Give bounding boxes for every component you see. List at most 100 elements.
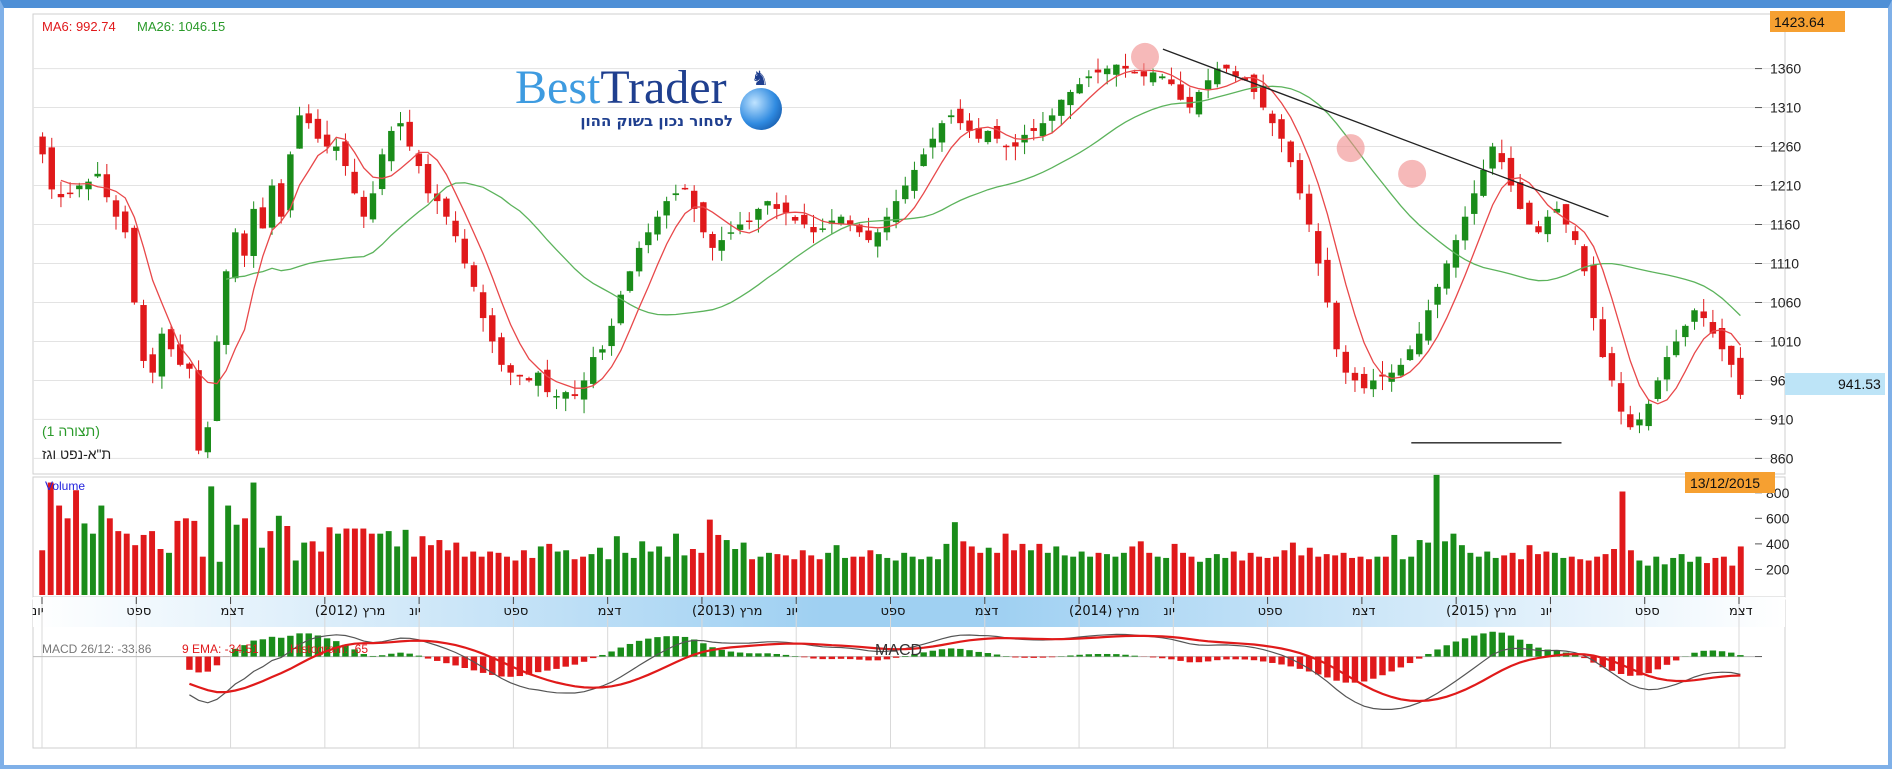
macd-histogram-bar <box>443 656 450 664</box>
candle-up <box>635 247 643 272</box>
macd-histogram-bar <box>470 656 478 671</box>
volume-bar <box>723 540 730 595</box>
candle-down <box>1627 414 1634 428</box>
volume-bar <box>1602 554 1609 595</box>
candle-up <box>369 193 377 220</box>
volume-bar <box>1332 555 1339 595</box>
volume-bar <box>1180 552 1186 595</box>
candle-down <box>1241 77 1249 81</box>
macd-histogram-bar <box>525 656 533 675</box>
volume-bar <box>208 486 215 595</box>
candle-up <box>1691 310 1698 322</box>
candle-down <box>241 233 248 256</box>
macd-histogram-bar <box>755 653 762 657</box>
date-tick-label: דצמ <box>1352 604 1376 619</box>
date-tick-label: ספט <box>1258 604 1283 619</box>
macd-histogram-bar <box>534 656 542 673</box>
candle-down <box>1351 372 1359 381</box>
volume-bar <box>546 543 553 595</box>
macd-histogram-bar <box>1553 650 1561 657</box>
candle-down <box>690 190 698 209</box>
candle-up <box>654 216 661 235</box>
macd-histogram-bar <box>323 638 331 657</box>
macd-histogram-bar <box>259 639 267 657</box>
macd-histogram-bar <box>635 640 643 657</box>
macd-histogram-bar <box>498 656 505 677</box>
volume-bar <box>258 547 265 595</box>
volume-bar <box>250 482 257 595</box>
candle-up <box>718 240 725 251</box>
candle-down <box>1012 142 1019 147</box>
macd-histogram-bar <box>1581 656 1588 659</box>
candle-up <box>562 392 569 399</box>
candle-up <box>222 271 230 345</box>
macd-histogram-bar <box>819 656 826 660</box>
volume-bar <box>1594 556 1601 595</box>
volume-bar <box>1298 555 1305 595</box>
candle-down <box>1572 231 1579 241</box>
macd-histogram-bar <box>1691 652 1698 657</box>
candle-down <box>810 226 817 233</box>
candle-down <box>434 193 441 202</box>
macd-histogram-bar <box>1278 656 1285 665</box>
volume-bar <box>630 557 637 595</box>
macd-histogram-bar <box>406 653 413 657</box>
candle-up <box>1076 84 1083 94</box>
candle-up <box>1663 357 1671 380</box>
candle-up <box>76 185 83 190</box>
macd-histogram-bar <box>571 656 579 665</box>
candle-up <box>617 294 624 324</box>
candle-down <box>1333 302 1340 350</box>
price-layer <box>39 42 1744 459</box>
candle-up <box>626 271 634 291</box>
volume-bar <box>1053 546 1060 595</box>
volume-bar <box>664 556 671 595</box>
volume-bar <box>81 523 88 595</box>
candle-down <box>342 141 349 167</box>
volume-bar <box>216 561 223 595</box>
candle-down <box>1535 226 1542 233</box>
macd-histogram-bar <box>1728 652 1735 657</box>
macd-histogram-bar <box>856 656 863 660</box>
macd-histogram-bar <box>1195 656 1203 663</box>
candle-down <box>1608 353 1616 381</box>
candle-down <box>277 183 285 217</box>
candle-up <box>1204 80 1212 90</box>
candle-up <box>837 216 845 225</box>
candle-down <box>801 214 808 225</box>
candle-down <box>424 163 432 194</box>
volume-bar <box>1560 557 1567 595</box>
macd-histogram-bar <box>1379 656 1386 676</box>
macd-histogram-bar <box>599 654 606 657</box>
candle-down <box>957 108 964 124</box>
candle-up <box>1214 68 1221 85</box>
volume-bar <box>689 549 696 595</box>
macd-histogram-bar <box>1223 656 1230 660</box>
candle-down <box>1562 204 1570 225</box>
macd-histogram-bar <box>1434 649 1441 657</box>
macd-histogram-bar <box>388 653 395 657</box>
price-tick-label: 1060 <box>1770 294 1801 310</box>
macd-histogram-bar <box>1012 656 1019 658</box>
candle-down <box>782 202 790 213</box>
volume-bar <box>326 527 333 595</box>
candle-up <box>1149 72 1157 83</box>
volume-bar <box>740 542 747 595</box>
price-tick-label: 1160 <box>1770 217 1800 233</box>
macd-histogram-bar <box>718 649 725 657</box>
volume-bar <box>909 556 916 595</box>
volume-bar <box>1425 542 1432 595</box>
volume-bar <box>673 533 679 595</box>
date-tick-label: ספט <box>503 604 528 619</box>
candle-up <box>1103 68 1111 75</box>
volume-bar <box>1382 556 1389 595</box>
volume-bar <box>233 524 240 595</box>
candle-down <box>1709 322 1717 334</box>
candle-down <box>1223 64 1230 69</box>
volume-bar <box>1568 556 1575 595</box>
volume-bar <box>1458 545 1465 595</box>
date-tick-label: דצמ <box>598 604 622 619</box>
macd-histogram-bar <box>902 656 909 657</box>
candle-up <box>1415 333 1423 355</box>
volume-bar <box>1399 559 1406 595</box>
